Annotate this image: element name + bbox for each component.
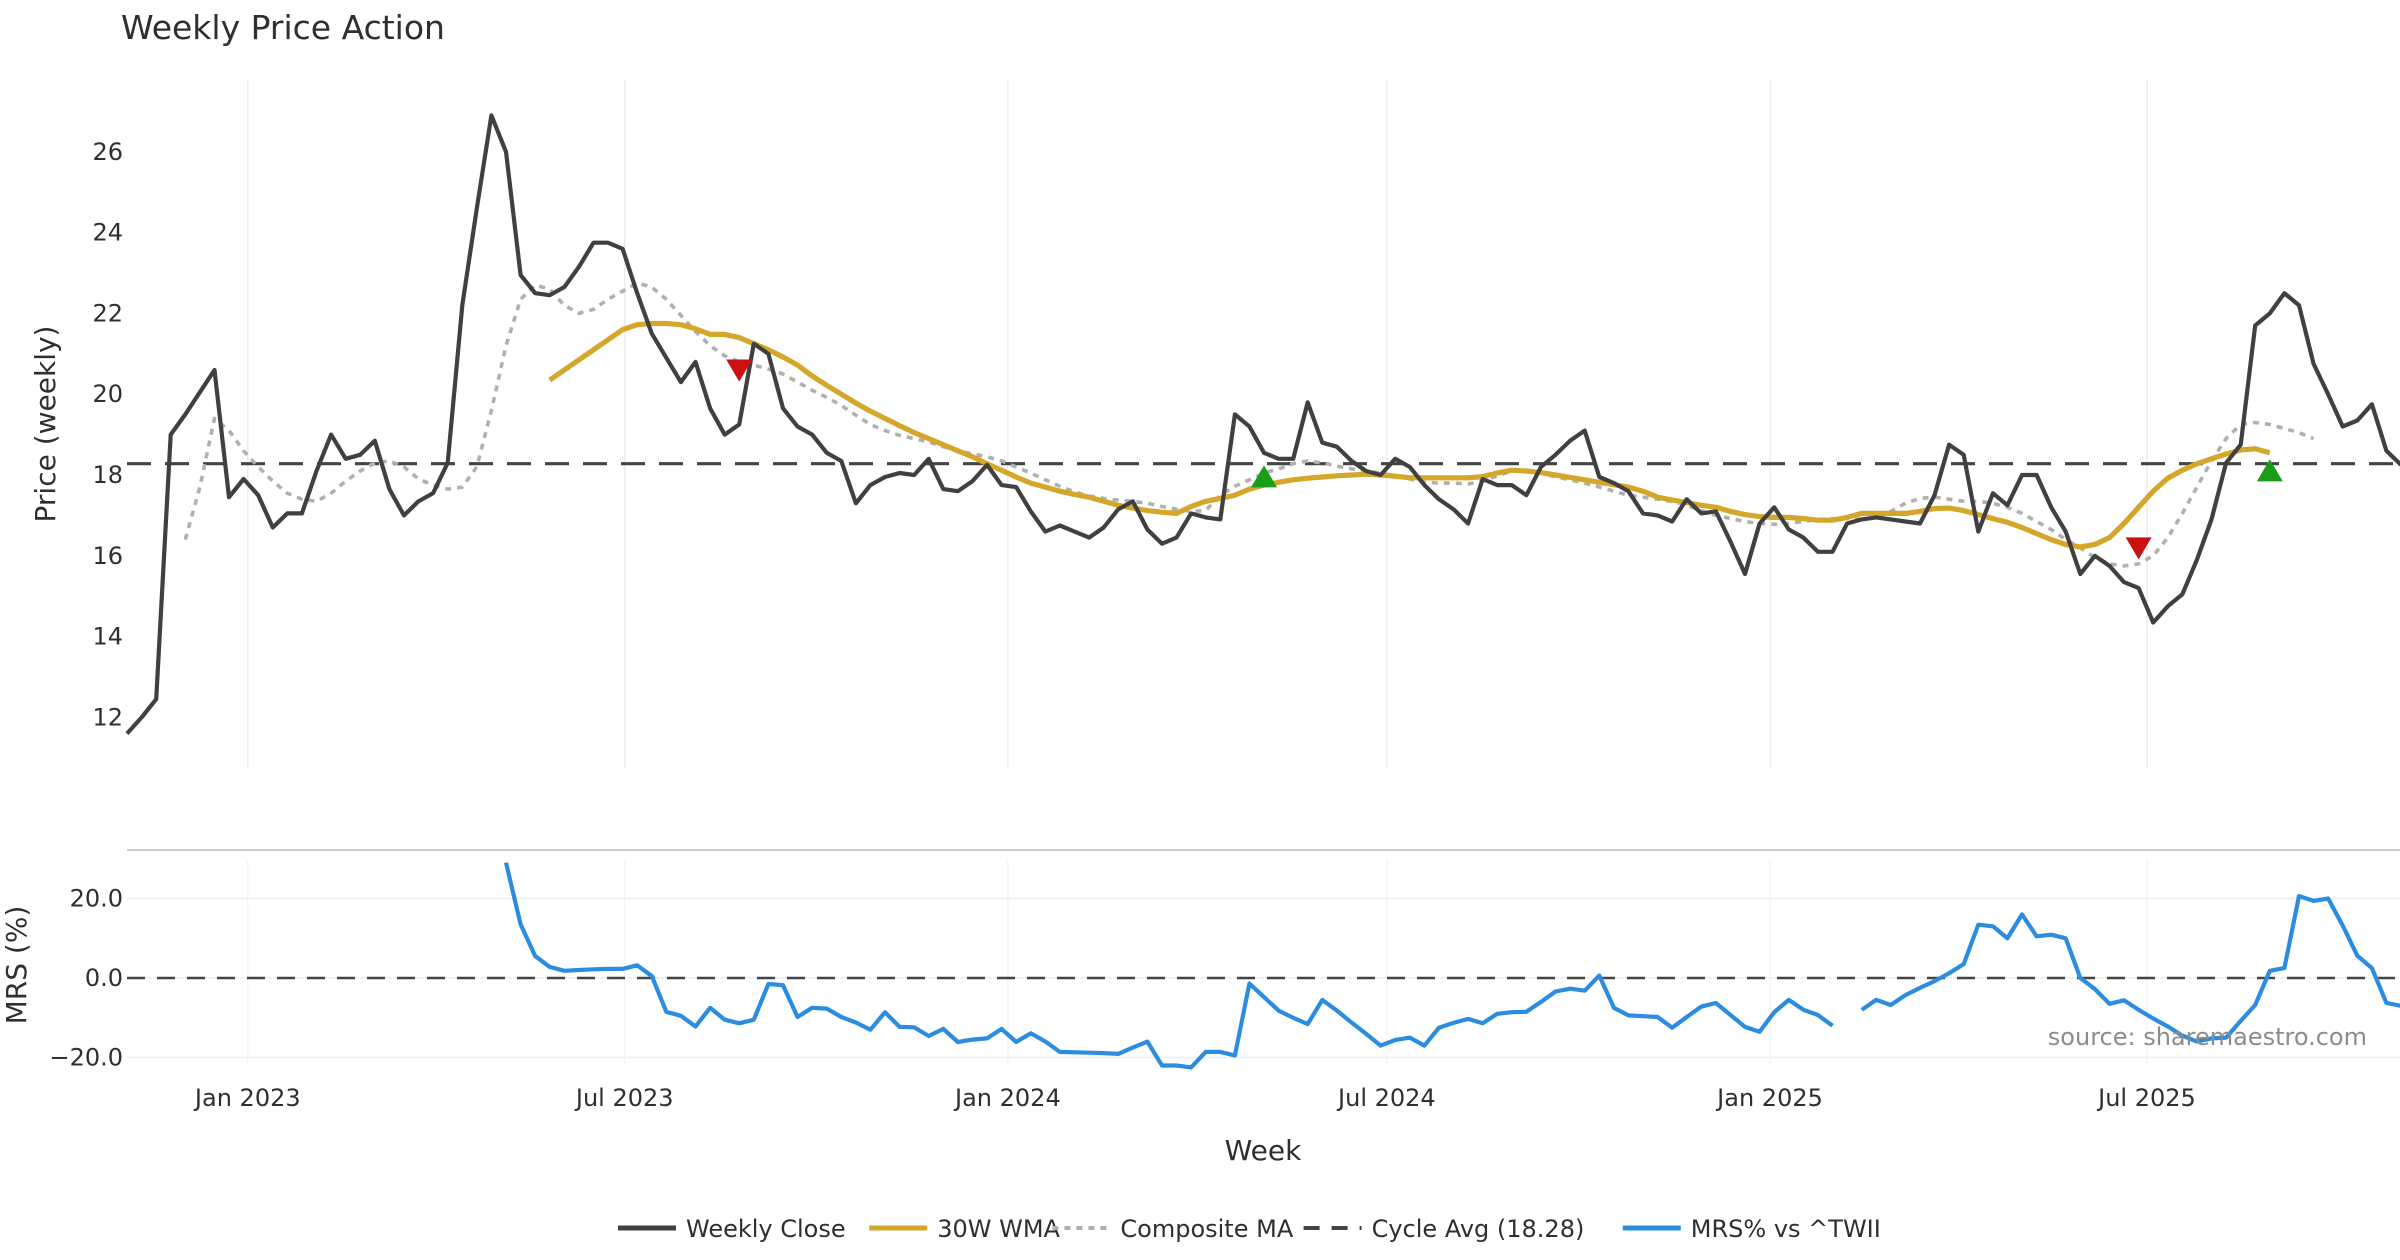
- price-y-axis-label: Price (weekly): [29, 326, 62, 523]
- mrs-y-tick-label: −20.0: [49, 1044, 123, 1072]
- x-tick-label: Jan 2025: [1715, 1084, 1823, 1112]
- legend-label: MRS% vs ^TWII: [1691, 1215, 1881, 1243]
- legend-entry: Cycle Avg (18.28): [1303, 1215, 1585, 1243]
- mrs-y-axis-label: MRS (%): [0, 906, 33, 1025]
- price-gridlines: [247, 80, 2148, 768]
- price-y-tick-label: 14: [92, 623, 123, 651]
- legend-entry: Composite MA: [1052, 1215, 1294, 1243]
- legend-label: Composite MA: [1120, 1215, 1293, 1243]
- x-tick-label: Jul 2025: [2096, 1084, 2196, 1112]
- legend-entry: Weekly Close: [618, 1215, 846, 1243]
- legend-label: Cycle Avg (18.28): [1372, 1215, 1585, 1243]
- x-axis-ticks: Jan 2023 Jul 2023 Jan 2024 Jul 2024 Jan 2025…: [193, 1084, 2196, 1112]
- price-series: [125, 113, 2400, 736]
- mrs-y-ticks: 20.0 0.0 −20.0: [49, 885, 123, 1072]
- legend-label: Weekly Close: [686, 1215, 846, 1243]
- x-tick-label: Jan 2024: [953, 1084, 1061, 1112]
- x-tick-label: Jul 2023: [574, 1084, 674, 1112]
- legend: Weekly Close 30W WMA Composite MA Cycle Avg…: [618, 1215, 1881, 1243]
- price-y-tick-label: 24: [92, 219, 123, 247]
- series-composite-ma: [183, 281, 2315, 568]
- sell-signal-marker: [2125, 537, 2152, 560]
- price-y-tick-label: 12: [92, 703, 123, 731]
- x-axis-label: Week: [1225, 1134, 1302, 1167]
- sell-signal-marker: [726, 359, 753, 382]
- price-y-tick-label: 20: [92, 380, 123, 408]
- price-y-tick-label: 26: [92, 138, 123, 166]
- legend-label: 30W WMA: [937, 1215, 1060, 1243]
- mrs-series: [503, 862, 2400, 1070]
- series-mrs-segment: [1860, 893, 2400, 1044]
- source-annotation: source: sharemaestro.com: [2048, 1023, 2367, 1051]
- x-tick-label: Jul 2024: [1336, 1084, 1436, 1112]
- signal-markers: [726, 359, 2283, 560]
- price-y-tick-label: 16: [92, 542, 123, 570]
- price-panel: 12 14 16 18 20 22 24 26 Price (weekly): [29, 80, 2400, 768]
- series-30w-wma: [548, 320, 2271, 550]
- mrs-panel: 20.0 0.0 −20.0 MRS (%) source: sharemaestr…: [0, 860, 2400, 1072]
- chart-title: Weekly Price Action: [121, 8, 445, 47]
- buy-signal-marker: [1251, 465, 1278, 488]
- buy-signal-marker: [2256, 459, 2283, 482]
- price-y-ticks: 12 14 16 18 20 22 24 26: [92, 138, 123, 732]
- mrs-y-tick-label: 0.0: [85, 964, 123, 992]
- x-tick-label: Jan 2023: [193, 1084, 301, 1112]
- legend-entry: 30W WMA: [869, 1215, 1061, 1243]
- legend-entry: MRS% vs ^TWII: [1622, 1215, 1881, 1243]
- series-weekly-close: [125, 113, 2400, 736]
- mrs-y-tick-label: 20.0: [70, 885, 123, 913]
- series-mrs-segment: [503, 862, 1834, 1070]
- price-y-tick-label: 18: [92, 461, 123, 489]
- price-y-tick-label: 22: [92, 299, 123, 327]
